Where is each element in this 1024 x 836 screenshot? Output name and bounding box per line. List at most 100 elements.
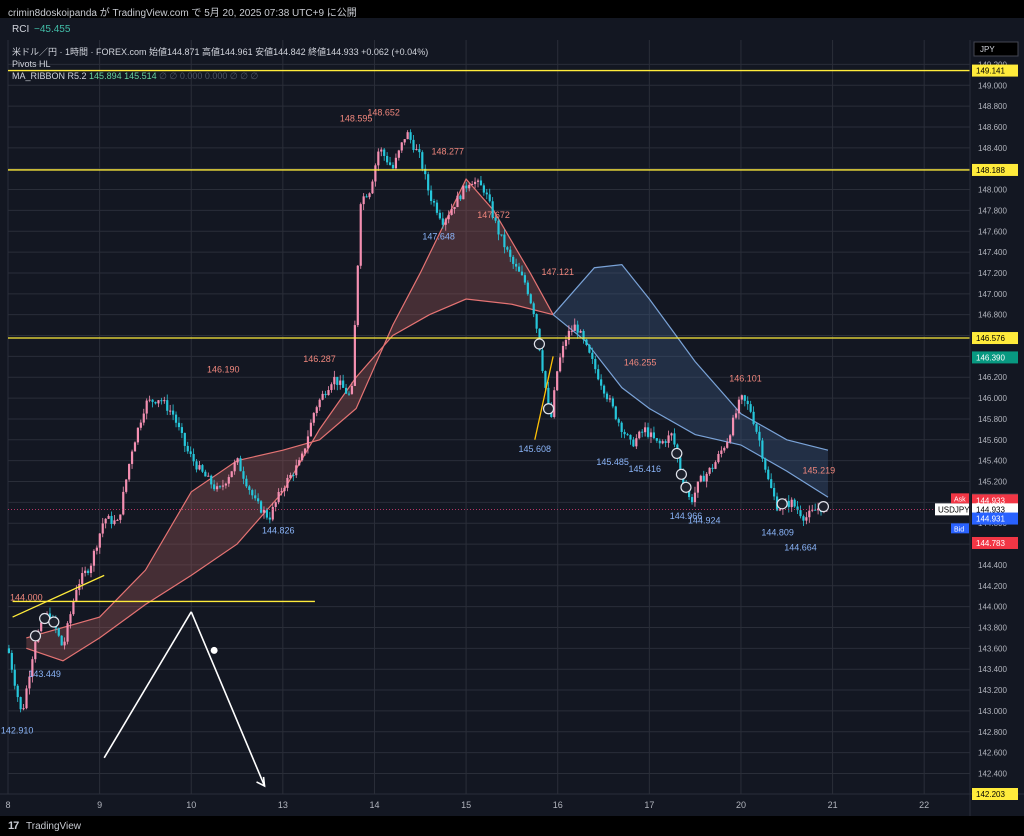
candle-body [435, 202, 439, 213]
candle-body [693, 492, 697, 503]
y-tick-label: 144.400 [978, 561, 1007, 570]
pivot-low-label: 145.416 [628, 464, 661, 474]
signal-marker-icon [680, 481, 692, 493]
chart-legend[interactable]: 米ドル／円 · 1時間 · FOREX.com 始値144.871 高値144.… [12, 46, 428, 82]
candle-body [582, 330, 585, 340]
candle-body [673, 433, 676, 445]
candle-body [113, 520, 116, 525]
candle-body [242, 471, 245, 479]
pivot-low-label: 145.485 [596, 457, 629, 467]
candle-body [638, 431, 641, 439]
candle-body [796, 506, 799, 511]
candle-body [166, 400, 169, 411]
y-tick-label: 145.400 [978, 457, 1007, 466]
rci-indicator-pane[interactable]: RCI −45.455 [0, 18, 1024, 40]
axis-tag-bg [972, 788, 1018, 800]
pivots-legend: Pivots HL [12, 59, 51, 69]
candle-body [189, 451, 192, 454]
candle-body [177, 422, 181, 428]
signal-marker-icon [776, 498, 788, 510]
candle-body [424, 168, 427, 175]
candle-body [418, 149, 421, 153]
candle-body [380, 149, 383, 152]
alert-bell-icon [210, 646, 218, 654]
candle-body [136, 427, 140, 443]
candle-body [479, 180, 483, 186]
ribbon-legend: MA_RIBBON R5.2 145.894 145.514 ∅ ∅ 0.000… [12, 70, 428, 82]
currency-label: JPY [980, 45, 995, 54]
candle-body [641, 431, 644, 433]
y-tick-label: 147.200 [978, 269, 1007, 278]
level-tag-bg [972, 332, 1018, 345]
candle-body [500, 234, 503, 236]
pivot-high-label: 145.219 [803, 466, 836, 476]
candle-body [347, 393, 351, 395]
candle-body [547, 387, 550, 407]
candle-body [262, 510, 266, 513]
candle-body [556, 371, 559, 391]
pivot-low-label: 144.924 [688, 515, 721, 525]
candle-body [324, 393, 327, 396]
ask-tag-label: Ask [954, 496, 966, 503]
signal-marker-icon [533, 338, 545, 350]
arrow-head-icon [256, 776, 266, 788]
candle-body [737, 399, 741, 414]
candle-body [699, 475, 702, 482]
candle-body [386, 155, 389, 163]
candle-body [429, 190, 433, 201]
candle-body [811, 509, 814, 511]
pivot-high-label: 146.190 [207, 364, 240, 374]
candle-body [213, 484, 216, 490]
rci-label: RCI [12, 24, 30, 35]
candle-body [512, 256, 515, 264]
candle-body [793, 499, 796, 507]
pivot-high-label: 148.595 [340, 114, 373, 124]
candle-body [447, 214, 450, 220]
ribbon-red-upper [26, 178, 554, 639]
axis-tag-label: 144.933 [976, 496, 1005, 505]
candle-body [230, 471, 233, 478]
candle-body [617, 419, 620, 423]
pivot-high-label: 146.255 [624, 358, 657, 368]
candle-body [406, 132, 409, 140]
candle-body [400, 142, 403, 151]
candle-body [749, 404, 752, 412]
candle-body [491, 201, 494, 218]
symbol-tag-bg [935, 503, 969, 516]
candle-body [421, 152, 424, 169]
candle-body [532, 303, 535, 315]
candle-body [605, 393, 609, 400]
y-tick-label: 142.800 [978, 728, 1007, 737]
candle-body [600, 379, 603, 386]
candle-body [303, 448, 307, 454]
candle-body [485, 192, 488, 195]
candle-body [614, 406, 617, 420]
candle-body [368, 193, 371, 198]
y-tick-label: 145.600 [978, 436, 1007, 445]
pivot-low-label: 143.449 [28, 669, 61, 679]
candle-body [649, 432, 653, 437]
level-tag-label: 149.141 [976, 67, 1005, 76]
candle-body [163, 400, 166, 402]
axis-tag-bg [972, 536, 1018, 549]
axis-tag-label: 146.390 [976, 353, 1005, 362]
trend-line-yellow [12, 574, 105, 618]
candle-body [110, 515, 113, 525]
y-tick-label: 146.800 [978, 311, 1007, 320]
candle-body [119, 514, 122, 520]
candle-body [356, 265, 359, 326]
ribbon-blue-lower [552, 314, 829, 498]
candle-body [336, 376, 339, 385]
candle-body [509, 249, 512, 257]
candle-body [391, 164, 395, 169]
candle-body [588, 344, 591, 353]
candle-body [306, 436, 310, 449]
candle-body [770, 479, 773, 488]
candle-body [670, 433, 673, 436]
ribbon-red-fill [26, 179, 554, 661]
y-tick-label: 143.200 [978, 686, 1007, 695]
candle-body [482, 185, 485, 193]
candle-body [321, 393, 324, 400]
